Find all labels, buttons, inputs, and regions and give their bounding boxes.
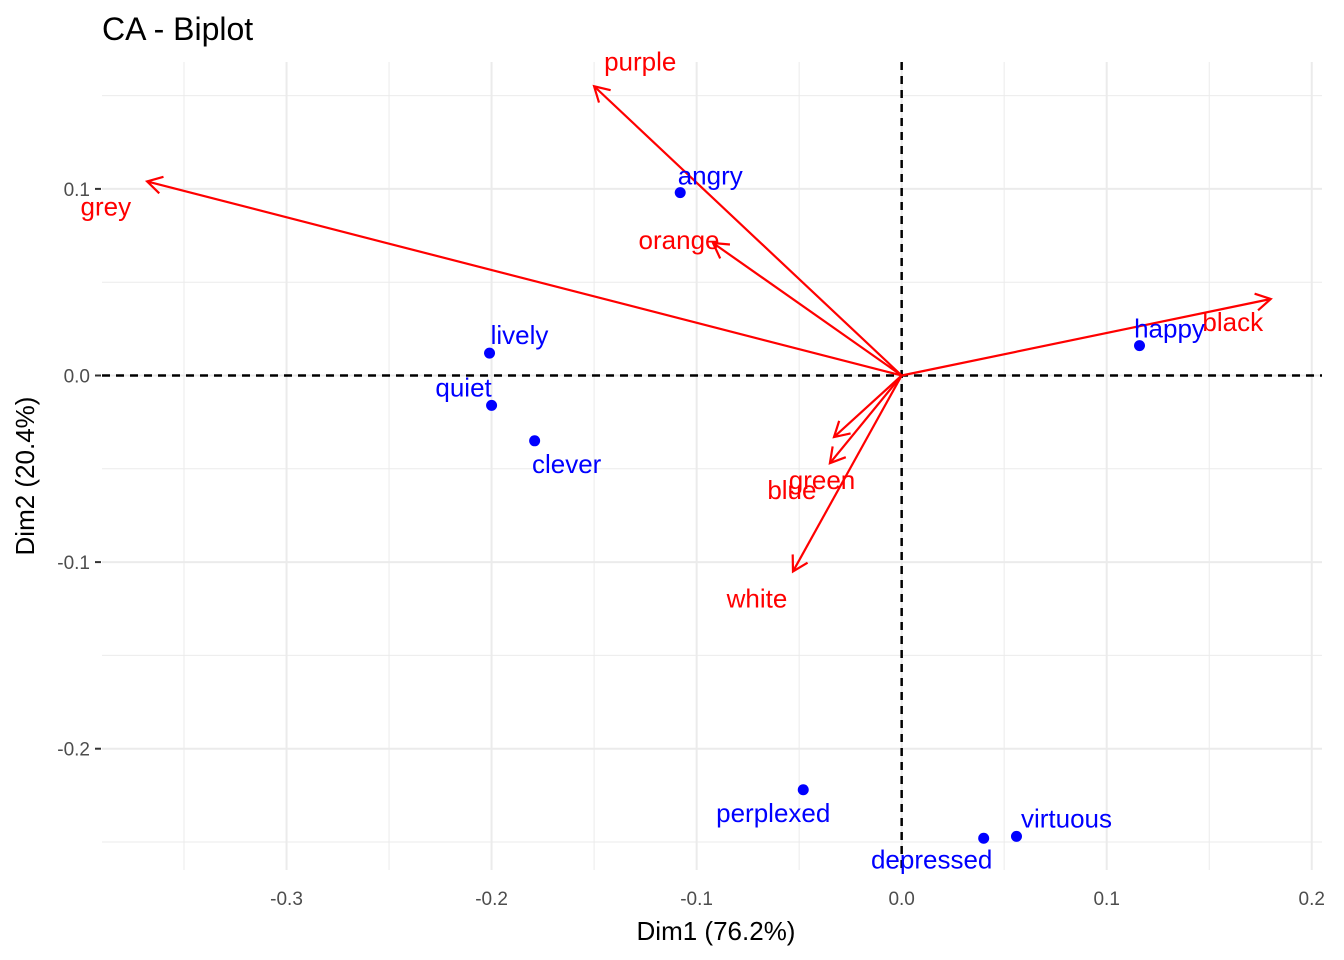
x-tick-label: -0.3 [270,889,303,910]
point-label-clever: clever [532,449,602,479]
arrow-black [901,297,1271,377]
point-label-happy: happy [1134,314,1205,344]
arrowhead-white [791,554,809,574]
arrowhead-black [1254,292,1273,312]
x-tick-label: 0.2 [1299,889,1325,910]
row-points: angry happy lively quiet clever perplexed depr… [435,161,1205,875]
arrow-grey [146,180,902,377]
arrow-white [792,374,903,572]
point-label-depressed: depressed [871,844,992,874]
y-tick-label: -0.1 [57,553,90,574]
point-lively [484,347,496,359]
point-clever [529,435,541,447]
y-axis-ticks: -0.2 -0.1 0.0 0.1 [57,180,101,761]
reference-lines [102,62,1322,870]
arrow-label-white: white [726,583,788,613]
arrow-blue [829,374,903,464]
x-axis-title: Dim1 (76.2%) [637,916,796,946]
point-label-angry: angry [678,161,743,191]
point-label-quiet: quiet [435,372,492,402]
x-tick-label: -0.2 [475,889,508,910]
y-axis-title: Dim2 (20.4%) [10,397,40,556]
arrow-purple [593,85,903,377]
x-tick-label: 0.1 [1093,889,1119,910]
arrow-label-grey: grey [81,191,132,221]
point-perplexed [797,784,809,796]
point-quiet [486,399,498,411]
arrow-label-black: black [1202,307,1264,337]
point-label-virtuous: virtuous [1021,803,1112,833]
grid-minor-lines [102,62,1322,870]
y-tick-label: -0.2 [57,740,90,761]
arrowhead-grey [144,175,164,195]
point-label-perplexed: perplexed [716,798,830,828]
arrowhead-purple [592,84,611,103]
arrow-label-purple: purple [604,46,676,76]
point-label-lively: lively [491,320,549,350]
arrowhead-orange [711,241,731,259]
arrow-label-blue: blue [767,475,816,505]
arrow-orange [712,242,903,377]
arrow-label-orange: orange [639,225,720,255]
point-depressed [978,832,990,844]
x-tick-label: -0.1 [680,889,713,910]
point-virtuous [1010,830,1022,842]
x-axis-ticks: -0.3 -0.2 -0.1 0.0 0.1 0.2 [270,889,1325,910]
chart-title: CA - Biplot [102,11,253,47]
grid-major-lines [102,62,1322,870]
arrowhead-blue [828,446,847,465]
point-happy [1134,340,1146,352]
arrowhead-green [832,420,851,439]
arrow-green [833,374,903,438]
y-tick-label: 0.1 [64,180,90,201]
point-angry [674,187,686,199]
x-tick-label: 0.0 [888,889,914,910]
y-tick-label: 0.0 [64,366,90,387]
